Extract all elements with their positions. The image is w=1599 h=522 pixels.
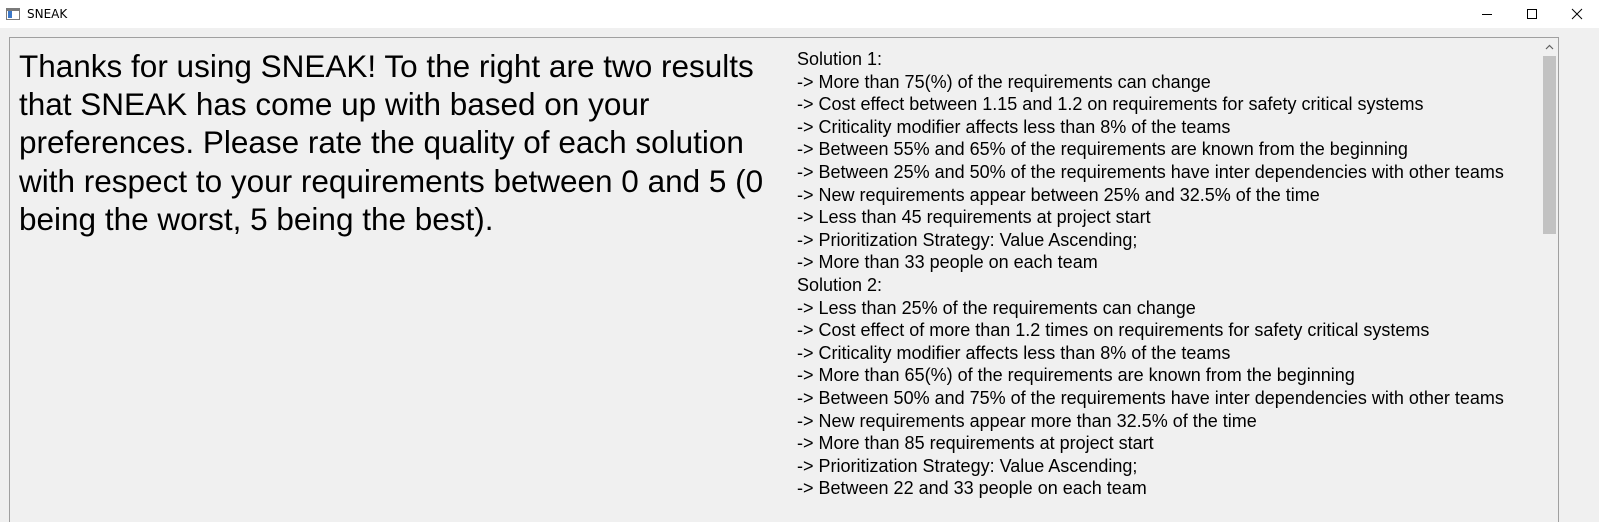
solution-item: -> More than 85 requirements at project … <box>797 433 1154 454</box>
solution-item: -> Less than 45 requirements at project … <box>797 207 1151 228</box>
solution-item: -> Cost effect between 1.15 and 1.2 on r… <box>797 94 1424 115</box>
title-bar: SNEAK <box>0 0 1599 28</box>
solutions-text[interactable]: Solution 1: -> More than 75(%) of the re… <box>797 48 1537 500</box>
window-controls <box>1464 0 1599 28</box>
solution-item: -> New requirements appear between 25% a… <box>797 184 1320 205</box>
solution-title: Solution 1: <box>797 49 883 69</box>
maximize-button[interactable] <box>1509 0 1554 28</box>
solution-item: -> New requirements appear more than 32.… <box>797 410 1257 431</box>
solution-item: -> Criticality modifier affects less tha… <box>797 342 1231 363</box>
instructions-text: Thanks for using SNEAK! To the right are… <box>19 48 764 237</box>
content-panel: Thanks for using SNEAK! To the right are… <box>9 37 1559 522</box>
solution-item: -> More than 33 people on each team <box>797 252 1098 273</box>
solution-item: -> Prioritization Strategy: Value Ascend… <box>797 229 1138 250</box>
solution-item: -> More than 75(%) of the requirements c… <box>797 71 1211 92</box>
window-title: SNEAK <box>27 7 68 21</box>
solution-item: -> Between 55% and 65% of the requiremen… <box>797 139 1408 160</box>
minimize-button[interactable] <box>1464 0 1509 28</box>
close-button[interactable] <box>1554 0 1599 28</box>
solution-item: -> Cost effect of more than 1.2 times on… <box>797 320 1430 341</box>
solution-item: -> Criticality modifier affects less tha… <box>797 116 1231 137</box>
solution-title: Solution 2: <box>797 274 883 295</box>
solution-item: -> Between 22 and 33 people on each team <box>797 478 1147 499</box>
vertical-scrollbar[interactable] <box>1541 38 1558 522</box>
solution-item: -> Between 25% and 50% of the requiremen… <box>797 161 1504 182</box>
maximize-icon <box>1526 9 1537 19</box>
solution-item: -> More than 65(%) of the requirements a… <box>797 365 1355 386</box>
solution-2: Solution 2: -> Less than 25% of the requ… <box>797 274 1537 500</box>
scrollbar-thumb[interactable] <box>1543 56 1556 234</box>
solution-item: -> Between 50% and 75% of the requiremen… <box>797 387 1504 408</box>
solution-item: -> Less than 25% of the requirements can… <box>797 297 1196 318</box>
scroll-up-button[interactable] <box>1541 38 1558 55</box>
close-icon <box>1571 8 1582 20</box>
minimize-icon <box>1481 14 1492 15</box>
app-window-icon <box>6 8 20 20</box>
solution-1: Solution 1: -> More than 75(%) of the re… <box>797 48 1537 274</box>
solution-item: -> Prioritization Strategy: Value Ascend… <box>797 455 1138 476</box>
chevron-up-icon <box>1545 44 1554 49</box>
